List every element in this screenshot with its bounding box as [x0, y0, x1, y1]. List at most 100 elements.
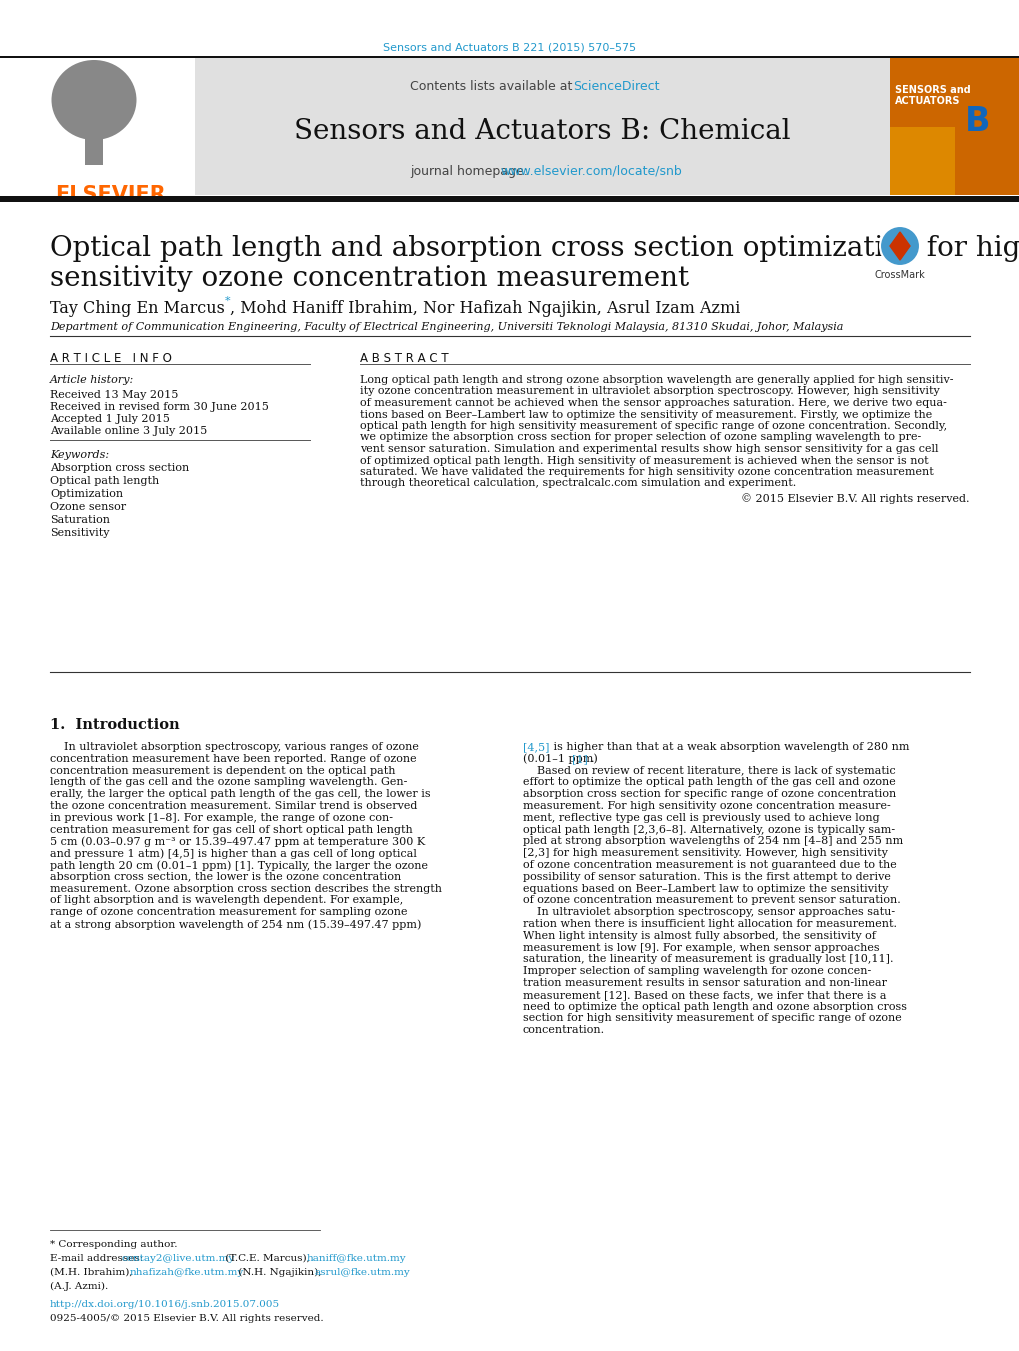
Text: Saturation: Saturation — [50, 515, 110, 526]
Text: .: . — [590, 754, 594, 763]
Text: of optimized optical path length. High sensitivity of measurement is achieved wh: of optimized optical path length. High s… — [360, 455, 927, 466]
Ellipse shape — [51, 59, 137, 141]
Text: [1]: [1] — [572, 754, 587, 763]
Text: www.elsevier.com/locate/snb: www.elsevier.com/locate/snb — [499, 165, 681, 178]
Bar — [85, 105, 103, 165]
Text: In ultraviolet absorption spectroscopy, sensor approaches satu-: In ultraviolet absorption spectroscopy, … — [523, 908, 895, 917]
Text: B: B — [964, 105, 989, 138]
Text: centay2@live.utm.my: centay2@live.utm.my — [122, 1254, 235, 1263]
Text: journal homepage:: journal homepage: — [410, 165, 532, 178]
Bar — [0, 196, 1019, 203]
Text: Optical path length and absorption cross section optimization for high: Optical path length and absorption cross… — [50, 235, 1019, 262]
Text: A R T I C L E   I N F O: A R T I C L E I N F O — [50, 353, 172, 365]
Bar — [890, 127, 954, 195]
Text: at a strong absorption wavelength of 254 nm (15.39–497.47 ppm): at a strong absorption wavelength of 254… — [50, 919, 421, 929]
Text: Article history:: Article history: — [50, 376, 135, 385]
Text: haniff@fke.utm.my: haniff@fke.utm.my — [307, 1254, 407, 1263]
Text: pled at strong absorption wavelengths of 254 nm [4–8] and 255 nm: pled at strong absorption wavelengths of… — [523, 836, 903, 846]
Text: saturated. We have validated the requirements for high sensitivity ozone concent: saturated. We have validated the require… — [360, 467, 932, 477]
Text: SENSORS and: SENSORS and — [894, 85, 970, 95]
Circle shape — [879, 226, 919, 266]
Text: ment, reflective type gas cell is previously used to achieve long: ment, reflective type gas cell is previo… — [523, 813, 878, 823]
Text: sensitivity ozone concentration measurement: sensitivity ozone concentration measurem… — [50, 265, 689, 292]
Text: ity ozone concentration measurement in ultraviolet absorption spectroscopy. Howe: ity ozone concentration measurement in u… — [360, 386, 938, 396]
Bar — [195, 58, 890, 195]
Text: Contents lists available at: Contents lists available at — [410, 80, 576, 93]
Text: (N.H. Ngajikin),: (N.H. Ngajikin), — [234, 1269, 324, 1277]
Text: concentration.: concentration. — [523, 1025, 604, 1035]
Text: Optical path length: Optical path length — [50, 476, 159, 486]
Text: [4,5]: [4,5] — [523, 742, 549, 753]
Text: of ozone concentration measurement is not guaranteed due to the: of ozone concentration measurement is no… — [523, 861, 896, 870]
Text: Improper selection of sampling wavelength for ozone concen-: Improper selection of sampling wavelengt… — [523, 966, 870, 977]
Text: 5 cm (0.03–0.97 g m⁻³ or 15.39–497.47 ppm at temperature 300 K: 5 cm (0.03–0.97 g m⁻³ or 15.39–497.47 pp… — [50, 836, 425, 847]
Text: ration when there is insufficient light allocation for measurement.: ration when there is insufficient light … — [523, 919, 896, 929]
Text: © 2015 Elsevier B.V. All rights reserved.: © 2015 Elsevier B.V. All rights reserved… — [741, 493, 969, 504]
Text: Tay Ching En Marcus: Tay Ching En Marcus — [50, 300, 224, 317]
Text: section for high sensitivity measurement of specific range of ozone: section for high sensitivity measurement… — [523, 1013, 901, 1024]
Text: (T.C.E. Marcus),: (T.C.E. Marcus), — [222, 1254, 313, 1263]
Text: effort to optimize the optical path length of the gas cell and ozone: effort to optimize the optical path leng… — [523, 777, 895, 788]
Text: measurement. Ozone absorption cross section describes the strength: measurement. Ozone absorption cross sect… — [50, 884, 441, 893]
Text: through theoretical calculation, spectralcalc.com simulation and experiment.: through theoretical calculation, spectra… — [360, 478, 796, 489]
Text: 0925-4005/© 2015 Elsevier B.V. All rights reserved.: 0925-4005/© 2015 Elsevier B.V. All right… — [50, 1315, 323, 1323]
Text: absorption cross section for specific range of ozone concentration: absorption cross section for specific ra… — [523, 789, 896, 800]
Text: [2,3] for high measurement sensitivity. However, high sensitivity: [2,3] for high measurement sensitivity. … — [523, 848, 887, 858]
Text: we optimize the absorption cross section for proper selection of ozone sampling : we optimize the absorption cross section… — [360, 432, 920, 443]
Bar — [890, 58, 1019, 195]
Polygon shape — [890, 232, 909, 259]
Text: erally, the larger the optical path length of the gas cell, the lower is: erally, the larger the optical path leng… — [50, 789, 430, 800]
Text: Received in revised form 30 June 2015: Received in revised form 30 June 2015 — [50, 403, 269, 412]
Text: nhafizah@fke.utm.my: nhafizah@fke.utm.my — [129, 1269, 244, 1277]
Text: range of ozone concentration measurement for sampling ozone: range of ozone concentration measurement… — [50, 908, 408, 917]
Text: * Corresponding author.: * Corresponding author. — [50, 1240, 177, 1250]
Text: Available online 3 July 2015: Available online 3 July 2015 — [50, 426, 207, 436]
Text: Long optical path length and strong ozone absorption wavelength are generally ap: Long optical path length and strong ozon… — [360, 376, 953, 385]
Text: is higher than that at a weak absorption wavelength of 280 nm: is higher than that at a weak absorption… — [549, 742, 909, 753]
Text: http://dx.doi.org/10.1016/j.snb.2015.07.005: http://dx.doi.org/10.1016/j.snb.2015.07.… — [50, 1300, 280, 1309]
Text: Ozone sensor: Ozone sensor — [50, 503, 126, 512]
Text: in previous work [1–8]. For example, the range of ozone con-: in previous work [1–8]. For example, the… — [50, 813, 392, 823]
Text: , Mohd Haniff Ibrahim, Nor Hafizah Ngajikin, Asrul Izam Azmi: , Mohd Haniff Ibrahim, Nor Hafizah Ngaji… — [229, 300, 740, 317]
Text: path length 20 cm (0.01–1 ppm) [1]. Typically, the larger the ozone: path length 20 cm (0.01–1 ppm) [1]. Typi… — [50, 861, 428, 870]
Text: possibility of sensor saturation. This is the first attempt to derive: possibility of sensor saturation. This i… — [523, 871, 890, 882]
Text: Received 13 May 2015: Received 13 May 2015 — [50, 390, 178, 400]
Text: measurement [12]. Based on these facts, we infer that there is a: measurement [12]. Based on these facts, … — [523, 990, 886, 1000]
Text: length of the gas cell and the ozone sampling wavelength. Gen-: length of the gas cell and the ozone sam… — [50, 777, 407, 788]
Text: In ultraviolet absorption spectroscopy, various ranges of ozone: In ultraviolet absorption spectroscopy, … — [50, 742, 419, 753]
Text: ELSEVIER: ELSEVIER — [55, 185, 166, 205]
Text: ScienceDirect: ScienceDirect — [573, 80, 659, 93]
Text: absorption cross section, the lower is the ozone concentration: absorption cross section, the lower is t… — [50, 871, 400, 882]
Text: asrul@fke.utm.my: asrul@fke.utm.my — [315, 1269, 411, 1277]
Text: saturation, the linearity of measurement is gradually lost [10,11].: saturation, the linearity of measurement… — [523, 954, 893, 965]
Text: (A.J. Azmi).: (A.J. Azmi). — [50, 1282, 108, 1292]
Text: and pressure 1 atm) [4,5] is higher than a gas cell of long optical: and pressure 1 atm) [4,5] is higher than… — [50, 848, 417, 859]
Text: measurement. For high sensitivity ozone concentration measure-: measurement. For high sensitivity ozone … — [523, 801, 890, 811]
Text: centration measurement for gas cell of short optical path length: centration measurement for gas cell of s… — [50, 824, 413, 835]
Text: Accepted 1 July 2015: Accepted 1 July 2015 — [50, 413, 170, 424]
Text: Sensors and Actuators B: Chemical: Sensors and Actuators B: Chemical — [293, 118, 790, 145]
Text: Sensitivity: Sensitivity — [50, 528, 109, 538]
Bar — [0, 58, 195, 195]
Text: concentration measurement is dependent on the optical path: concentration measurement is dependent o… — [50, 766, 395, 775]
Text: 1.  Introduction: 1. Introduction — [50, 717, 179, 732]
Text: Absorption cross section: Absorption cross section — [50, 463, 190, 473]
Text: ACTUATORS: ACTUATORS — [894, 96, 960, 105]
Text: of measurement cannot be achieved when the sensor approaches saturation. Here, w: of measurement cannot be achieved when t… — [360, 399, 946, 408]
Text: optical path length for high sensitivity measurement of specific range of ozone : optical path length for high sensitivity… — [360, 422, 947, 431]
Text: Based on review of recent literature, there is lack of systematic: Based on review of recent literature, th… — [523, 766, 895, 775]
Text: tration measurement results in sensor saturation and non-linear: tration measurement results in sensor sa… — [523, 978, 887, 988]
Text: When light intensity is almost fully absorbed, the sensitivity of: When light intensity is almost fully abs… — [523, 931, 875, 940]
Text: *: * — [225, 296, 230, 305]
Text: A B S T R A C T: A B S T R A C T — [360, 353, 448, 365]
Text: the ozone concentration measurement. Similar trend is observed: the ozone concentration measurement. Sim… — [50, 801, 417, 811]
Text: Department of Communication Engineering, Faculty of Electrical Engineering, Univ: Department of Communication Engineering,… — [50, 322, 843, 332]
Text: of light absorption and is wavelength dependent. For example,: of light absorption and is wavelength de… — [50, 896, 403, 905]
Text: Optimization: Optimization — [50, 489, 123, 499]
Text: (0.01–1 ppm): (0.01–1 ppm) — [523, 754, 600, 765]
Text: tions based on Beer–Lambert law to optimize the sensitivity of measurement. Firs: tions based on Beer–Lambert law to optim… — [360, 409, 931, 420]
Text: optical path length [2,3,6–8]. Alternatively, ozone is typically sam-: optical path length [2,3,6–8]. Alternati… — [523, 824, 895, 835]
Text: (M.H. Ibrahim),: (M.H. Ibrahim), — [50, 1269, 136, 1277]
Text: concentration measurement have been reported. Range of ozone: concentration measurement have been repo… — [50, 754, 416, 763]
Text: E-mail addresses:: E-mail addresses: — [50, 1254, 147, 1263]
